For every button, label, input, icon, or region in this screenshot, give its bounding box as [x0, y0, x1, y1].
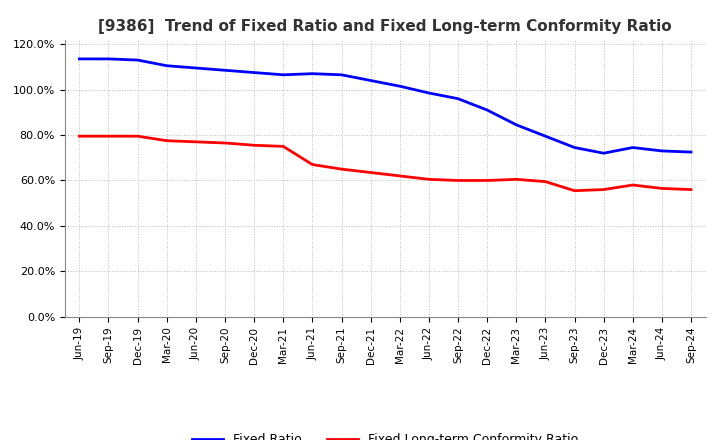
Fixed Ratio [220, 68, 229, 73]
Fixed Long-term Conformity Ratio [599, 187, 608, 192]
Fixed Ratio [454, 96, 462, 101]
Fixed Ratio [541, 133, 550, 139]
Fixed Long-term Conformity Ratio [425, 177, 433, 182]
Fixed Ratio [250, 70, 258, 75]
Fixed Long-term Conformity Ratio [279, 144, 287, 149]
Fixed Ratio [599, 150, 608, 156]
Fixed Ratio [279, 72, 287, 77]
Fixed Long-term Conformity Ratio [192, 139, 200, 144]
Fixed Ratio [570, 145, 579, 150]
Line: Fixed Long-term Conformity Ratio: Fixed Long-term Conformity Ratio [79, 136, 691, 191]
Fixed Long-term Conformity Ratio [337, 166, 346, 172]
Fixed Long-term Conformity Ratio [75, 133, 84, 139]
Fixed Ratio [163, 63, 171, 68]
Fixed Long-term Conformity Ratio [483, 178, 492, 183]
Fixed Long-term Conformity Ratio [104, 133, 113, 139]
Fixed Long-term Conformity Ratio [657, 186, 666, 191]
Fixed Long-term Conformity Ratio [541, 179, 550, 184]
Fixed Long-term Conformity Ratio [366, 170, 375, 175]
Fixed Ratio [366, 78, 375, 83]
Fixed Ratio [337, 72, 346, 77]
Fixed Long-term Conformity Ratio [308, 162, 317, 167]
Fixed Ratio [425, 90, 433, 95]
Fixed Ratio [395, 84, 404, 89]
Fixed Ratio [104, 56, 113, 62]
Fixed Long-term Conformity Ratio [163, 138, 171, 143]
Fixed Long-term Conformity Ratio [454, 178, 462, 183]
Fixed Ratio [687, 150, 696, 155]
Fixed Ratio [512, 122, 521, 128]
Fixed Ratio [133, 57, 142, 62]
Fixed Ratio [192, 66, 200, 71]
Line: Fixed Ratio: Fixed Ratio [79, 59, 691, 153]
Fixed Ratio [308, 71, 317, 76]
Fixed Ratio [75, 56, 84, 62]
Fixed Ratio [657, 148, 666, 154]
Fixed Ratio [629, 145, 637, 150]
Title: [9386]  Trend of Fixed Ratio and Fixed Long-term Conformity Ratio: [9386] Trend of Fixed Ratio and Fixed Lo… [99, 19, 672, 34]
Fixed Long-term Conformity Ratio [512, 177, 521, 182]
Fixed Long-term Conformity Ratio [133, 133, 142, 139]
Fixed Long-term Conformity Ratio [220, 140, 229, 146]
Fixed Long-term Conformity Ratio [570, 188, 579, 193]
Fixed Long-term Conformity Ratio [629, 182, 637, 187]
Fixed Long-term Conformity Ratio [395, 173, 404, 179]
Legend: Fixed Ratio, Fixed Long-term Conformity Ratio: Fixed Ratio, Fixed Long-term Conformity … [187, 429, 583, 440]
Fixed Ratio [483, 107, 492, 113]
Fixed Long-term Conformity Ratio [687, 187, 696, 192]
Fixed Long-term Conformity Ratio [250, 143, 258, 148]
